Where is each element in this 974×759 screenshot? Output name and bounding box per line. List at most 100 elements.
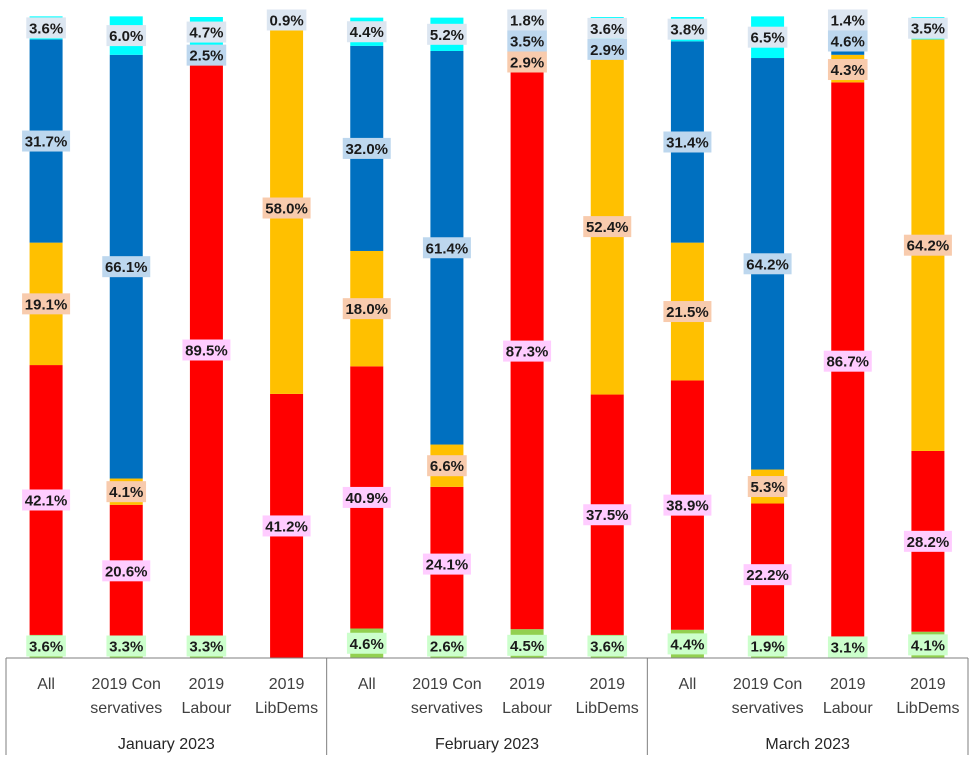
data-label: 3.8% [670,22,704,39]
data-label: 66.1% [105,259,148,276]
group-label: January 2023 [118,736,215,753]
data-label-box [827,30,868,52]
category-label: 2019 [189,676,225,693]
data-label: 37.5% [586,507,629,524]
data-label: 3.6% [590,21,624,38]
data-label: 4.4% [350,24,384,41]
data-label-box [503,340,552,362]
data-label: 3.6% [29,20,63,37]
category-label: LibDems [576,700,639,717]
data-label: 42.1% [25,492,68,509]
data-label-box [747,476,788,498]
data-label-box [106,481,147,503]
category-label: 2019 [589,676,625,693]
data-label: 18.0% [345,301,388,318]
data-label: 6.0% [109,28,143,45]
data-label-box [427,635,467,657]
data-label: 1.4% [831,13,865,30]
data-label-box [908,634,948,656]
data-label-box [186,44,227,66]
category-label: servatives [411,700,483,717]
data-label-box [186,21,227,43]
data-label-box [823,350,872,372]
data-label-box [427,455,467,477]
data-label: 2.9% [590,42,624,59]
data-label: 31.7% [25,134,68,151]
category-label: servatives [90,700,162,717]
data-label: 5.2% [430,27,464,44]
data-label-box [182,339,231,361]
bars-layer [29,16,945,658]
data-label: 4.3% [831,62,865,79]
data-label: 1.9% [750,639,784,656]
category-label: 2019 Con [733,676,802,693]
data-label-box [507,9,547,31]
data-label: 32.0% [345,141,388,158]
data-label: 3.6% [29,639,63,656]
data-label-box [422,553,471,575]
data-label: 21.5% [666,304,709,321]
data-label-box [587,17,628,39]
data-label: 4.6% [350,636,384,653]
data-label-box [186,635,227,657]
group-label: February 2023 [435,736,539,753]
data-label-box [908,17,948,39]
data-label: 28.2% [907,534,950,551]
data-label-box [26,635,66,657]
data-label-box [747,635,788,657]
category-label: All [37,676,55,693]
data-label: 3.3% [109,639,143,656]
data-label-box [342,137,391,159]
data-label: 4.7% [189,25,223,42]
data-label: 24.1% [426,557,469,574]
group-label: March 2023 [765,736,850,753]
data-label: 4.1% [109,484,143,501]
data-label: 31.4% [666,134,709,151]
data-label-box [22,293,71,315]
data-label-box [26,17,66,39]
data-label: 61.4% [426,240,469,257]
data-label-box [587,38,628,60]
data-label: 0.9% [269,13,303,30]
category-label: 2019 [269,676,305,693]
category-label: 2019 [910,676,946,693]
data-labels-layer: 3.6% 42.1% 19.1% 31.7% 3.6% 3.3% 20.6% 4.1% 66.1… [22,9,952,658]
category-label: All [679,676,697,693]
data-label-box [106,25,147,47]
data-label-box [262,515,311,537]
data-label: 20.6% [105,563,148,580]
data-label: 3.1% [831,639,865,656]
data-label: 58.0% [265,201,308,218]
data-label-box [827,636,868,658]
data-label-box [266,9,307,31]
data-label: 2.5% [189,48,223,65]
data-label: 4.1% [911,637,945,654]
category-label: 2019 [830,676,866,693]
data-label: 64.2% [907,238,950,255]
category-label: Labour [823,700,873,717]
data-label-box [583,216,632,238]
data-label-box [587,635,628,657]
data-label: 40.9% [345,490,388,507]
data-label-box [663,494,712,516]
data-label: 87.3% [506,344,549,361]
data-label-box [743,564,792,586]
category-label: All [358,676,376,693]
data-label-box [663,131,712,153]
data-label-box [507,30,547,52]
data-label-box [663,301,712,323]
data-label-box [667,18,708,40]
data-label-box [903,530,952,552]
data-label-box [827,9,868,31]
data-label: 38.9% [666,498,709,515]
data-label-box [102,560,151,582]
data-label-box [262,197,311,219]
data-label-box [342,298,391,320]
data-label: 22.2% [746,567,789,584]
data-label-box [747,26,788,48]
data-label: 86.7% [826,354,869,371]
data-label-box [106,635,147,657]
data-label: 19.1% [25,296,68,313]
data-label: 1.8% [510,13,544,30]
data-label: 52.4% [586,219,629,236]
